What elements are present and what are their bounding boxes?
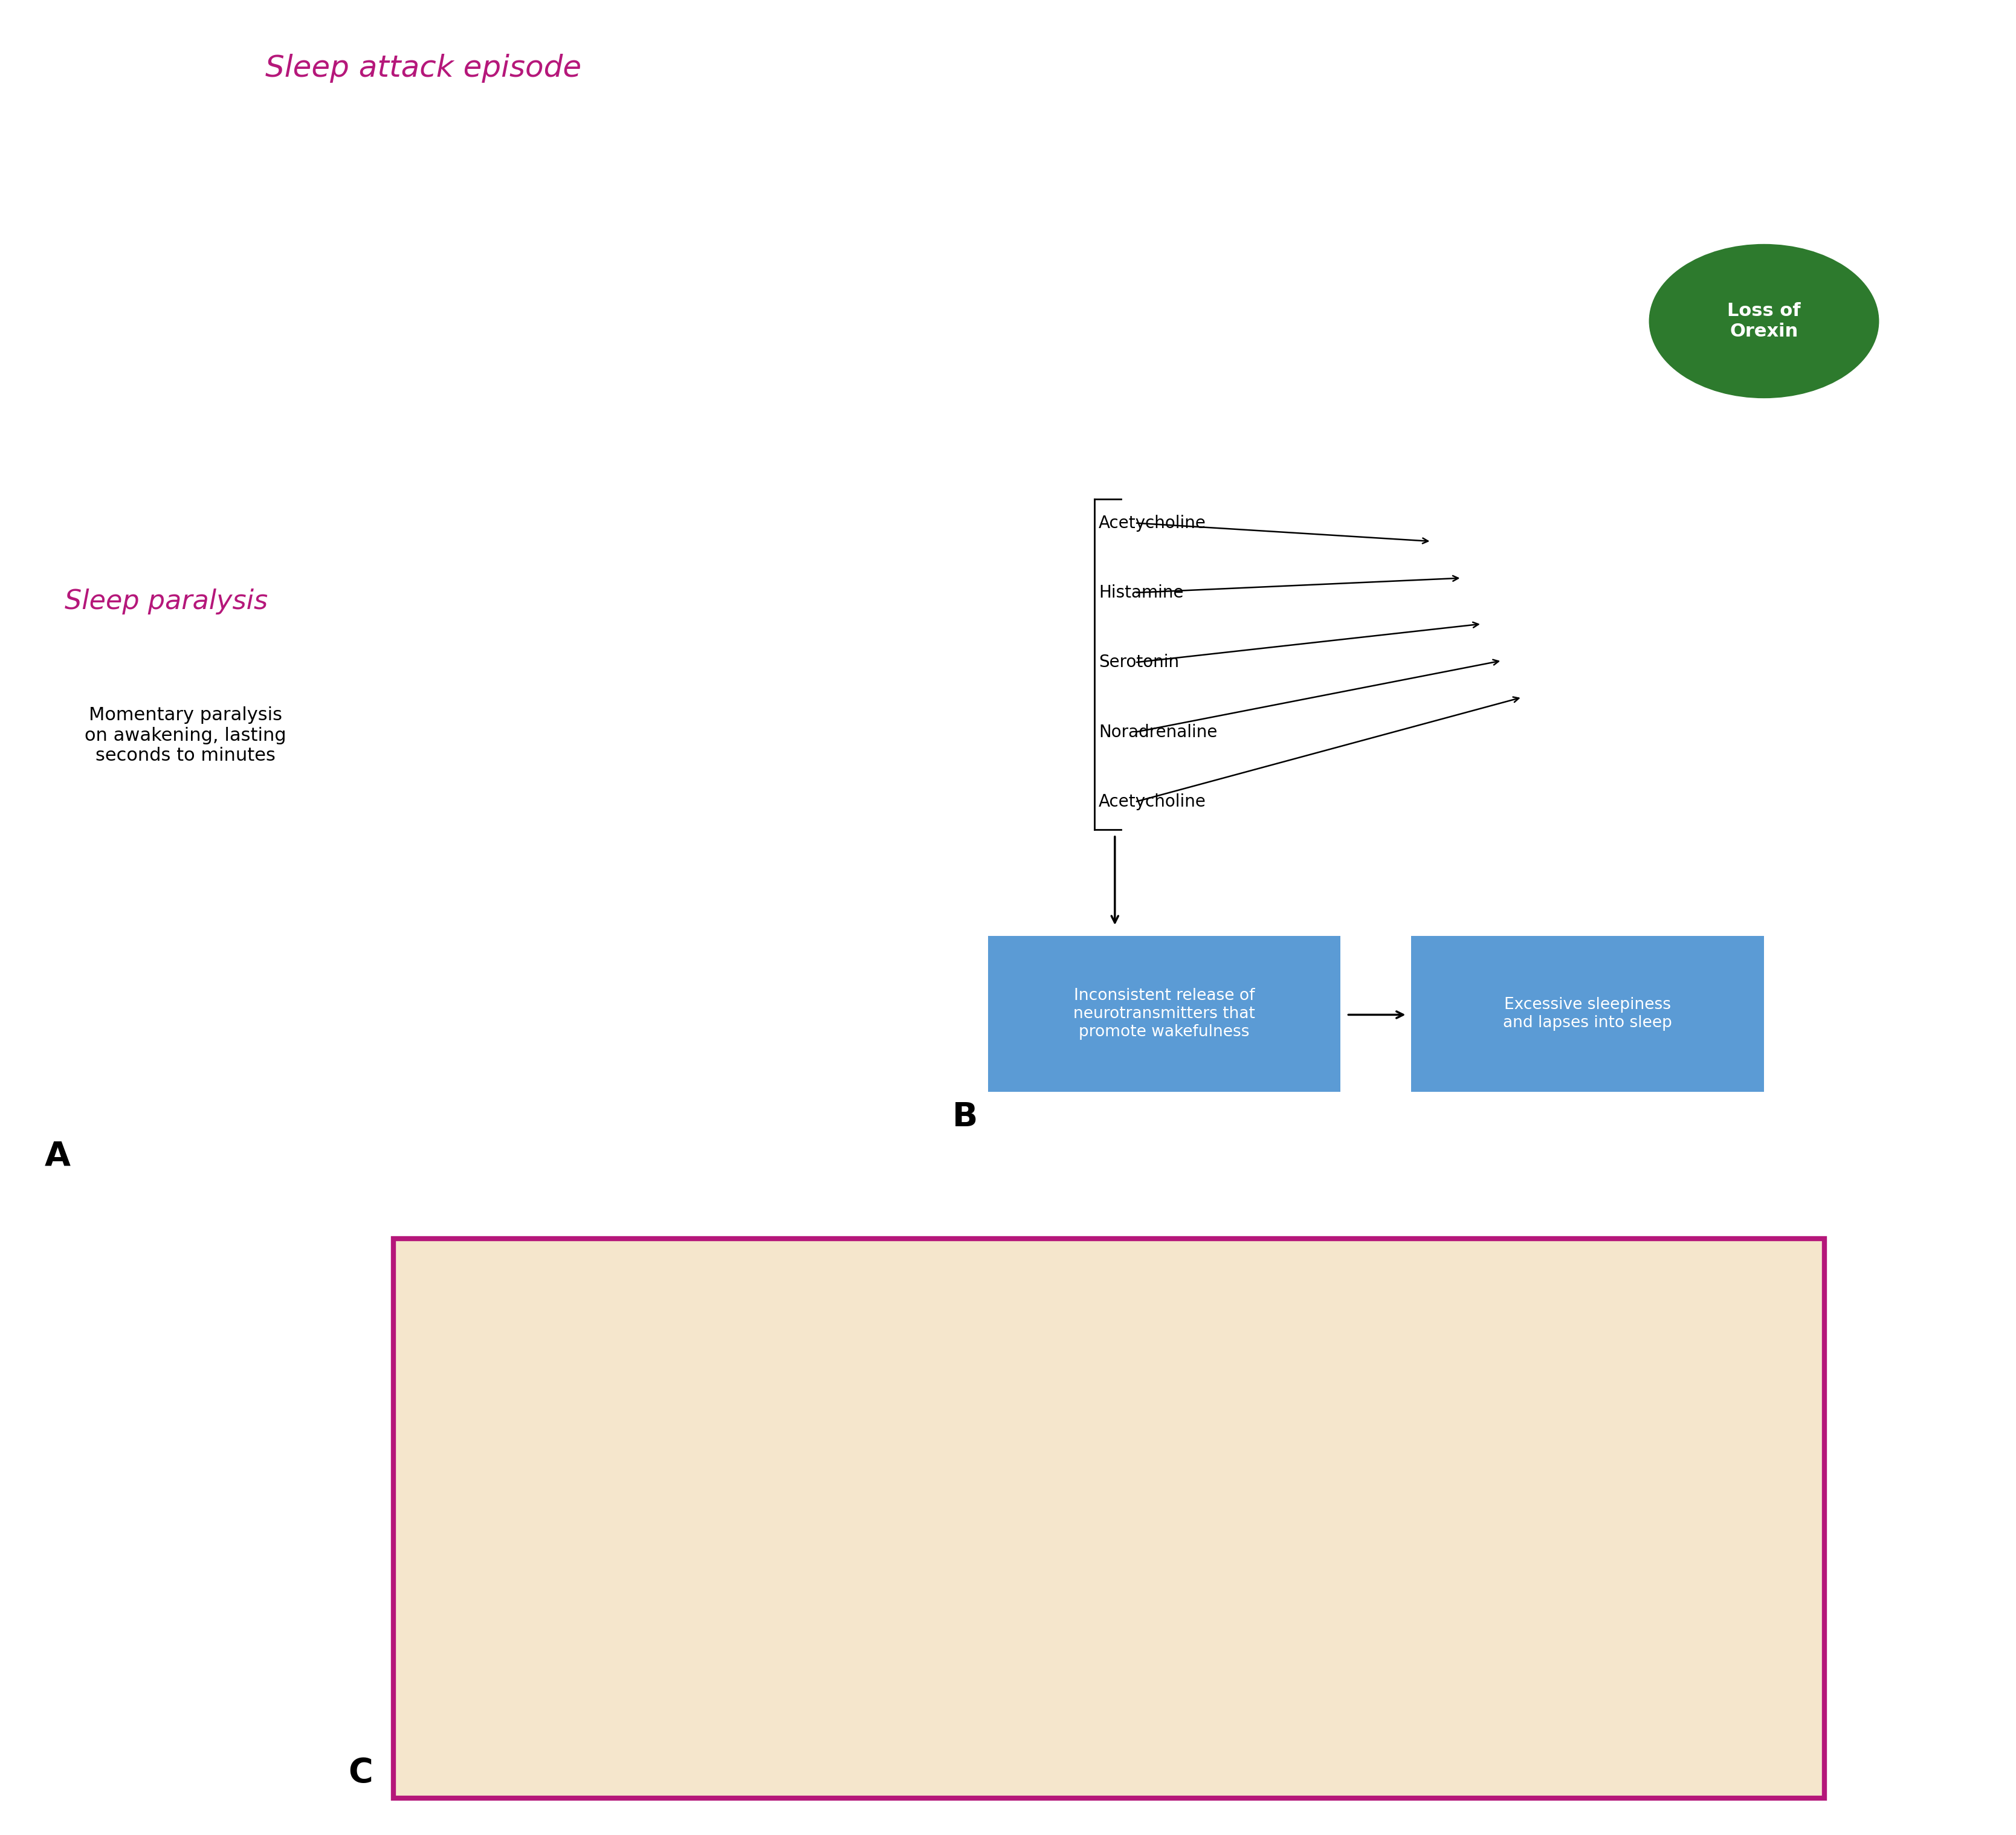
Text: Loss of
Orexin: Loss of Orexin — [1728, 303, 1800, 339]
Text: A: A — [44, 1140, 71, 1173]
Text: B: B — [952, 1101, 978, 1134]
Text: Histamine: Histamine — [1099, 584, 1183, 602]
Text: Noradrenaline: Noradrenaline — [1099, 723, 1218, 741]
Y-axis label: Sleep Stages: Sleep Stages — [488, 1448, 508, 1589]
Text: Acetycholine: Acetycholine — [1099, 514, 1206, 532]
Text: C: C — [349, 1756, 373, 1789]
Text: Excessive sleepiness
and lapses into sleep: Excessive sleepiness and lapses into sle… — [1504, 996, 1671, 1031]
Text: Momentary paralysis
on awakening, lasting
seconds to minutes: Momentary paralysis on awakening, lastin… — [85, 706, 286, 765]
Text: Sleep paralysis: Sleep paralysis — [65, 589, 268, 615]
Text: Acetycholine: Acetycholine — [1099, 793, 1206, 811]
Text: Inconsistent release of
neurotransmitters that
promote wakefulness: Inconsistent release of neurotransmitter… — [1073, 987, 1256, 1040]
Text: Serotonin: Serotonin — [1099, 653, 1179, 672]
X-axis label: Time: Time — [1137, 1730, 1191, 1751]
Text: Sleep attack episode: Sleep attack episode — [266, 53, 581, 83]
